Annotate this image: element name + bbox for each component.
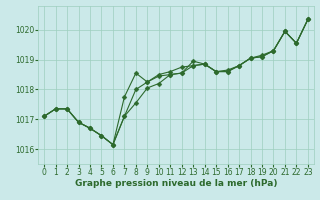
X-axis label: Graphe pression niveau de la mer (hPa): Graphe pression niveau de la mer (hPa)	[75, 179, 277, 188]
